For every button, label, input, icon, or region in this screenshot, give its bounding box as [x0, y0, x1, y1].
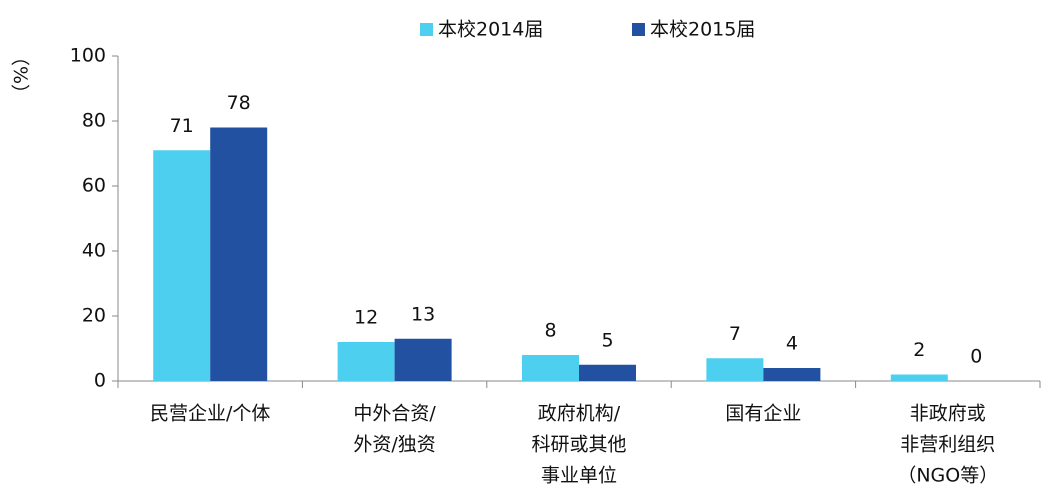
bar — [706, 358, 764, 381]
bar — [337, 342, 395, 381]
legend-swatch — [632, 23, 645, 36]
legend-label: 本校2015届 — [650, 19, 755, 41]
y-tick-label: 20 — [82, 305, 106, 327]
data-label: 13 — [411, 303, 435, 325]
x-tick-label: 中外合资/ — [353, 403, 436, 425]
x-tick-label: 政府机构/ — [538, 403, 621, 425]
y-tick-label: 40 — [82, 240, 106, 262]
x-tick-label: 非营利组织 — [900, 434, 995, 456]
y-tick-label: 0 — [94, 370, 106, 392]
x-tick-label: 事业单位 — [541, 465, 617, 487]
y-tick-label: 80 — [82, 110, 106, 132]
bar — [210, 127, 268, 381]
x-tick-label: （NGO等） — [897, 465, 998, 487]
x-tick-label: 科研或其他 — [531, 434, 626, 456]
bar — [763, 368, 821, 381]
legend-label: 本校2014届 — [438, 19, 543, 41]
data-label: 0 — [970, 346, 982, 368]
data-label: 7 — [729, 323, 741, 345]
data-label: 2 — [913, 339, 925, 361]
bar — [890, 374, 948, 381]
x-tick-label: 非政府或 — [910, 403, 986, 425]
data-label: 12 — [354, 307, 378, 329]
data-label: 78 — [227, 92, 251, 114]
bar — [394, 338, 452, 381]
bar — [153, 150, 211, 381]
bar — [579, 364, 636, 381]
x-tick-label: 外资/独资 — [353, 434, 435, 456]
data-label: 8 — [544, 320, 556, 342]
bar — [522, 355, 579, 381]
data-label: 5 — [601, 329, 613, 351]
data-label: 4 — [786, 333, 798, 355]
x-tick-label: 民营企业/个体 — [150, 403, 270, 425]
legend-swatch — [420, 23, 433, 36]
y-tick-label: 60 — [82, 175, 106, 197]
data-label: 71 — [170, 115, 194, 137]
x-tick-label: 国有企业 — [725, 403, 801, 425]
y-tick-label: 100 — [70, 45, 106, 67]
y-axis-label: （%） — [11, 47, 33, 103]
